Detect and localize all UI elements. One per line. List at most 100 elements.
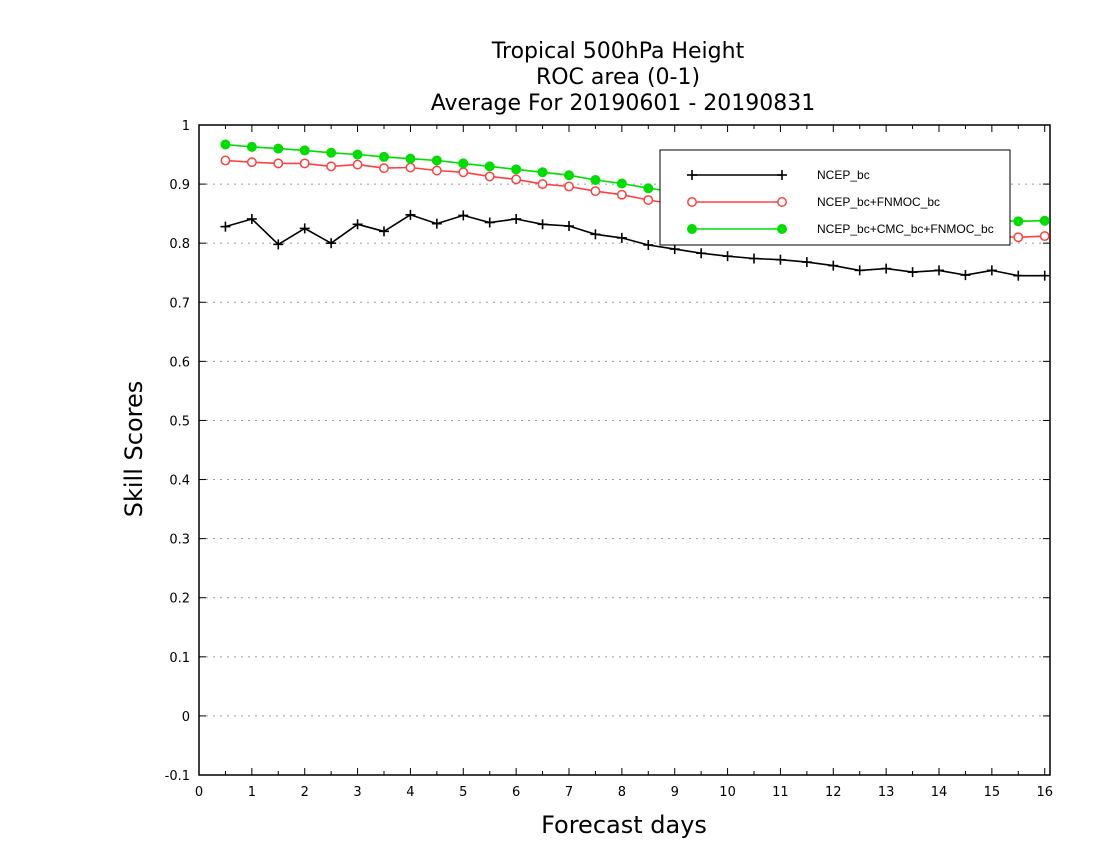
data-point: [511, 213, 522, 224]
data-point: [220, 139, 231, 150]
chart-title-line-2: ROC area (0-1): [536, 65, 700, 90]
legend-item-2: NCEP_bc+FNMOC_bc: [687, 195, 940, 209]
legend-label: NCEP_bc: [817, 168, 870, 182]
grid-lines: [199, 183, 1050, 717]
data-point: [458, 167, 469, 178]
data-point: [616, 232, 627, 243]
y-tick-label: 0.2: [169, 592, 190, 607]
data-point: [220, 155, 231, 166]
data-point: [299, 145, 310, 156]
y-tick-label: 0.8: [169, 237, 190, 252]
data-point: [511, 164, 522, 175]
series-1: [220, 209, 1050, 281]
y-tick-label: 0.7: [169, 296, 190, 311]
y-tick-label: 0.4: [169, 474, 190, 489]
plot-frame: [198, 124, 1051, 776]
y-tick-label: 0: [182, 710, 190, 725]
data-point: [273, 158, 284, 169]
data-point: [777, 170, 787, 180]
x-tick-label: 10: [719, 785, 736, 800]
data-point: [379, 226, 389, 237]
data-point: [960, 270, 971, 281]
x-tick-label: 15: [984, 785, 1001, 800]
data-point: [246, 157, 257, 168]
x-tick-label: 16: [1036, 785, 1053, 800]
y-tick-label: 0.1: [169, 651, 190, 666]
x-tick-label: 1: [248, 785, 256, 800]
x-tick-label: 2: [301, 785, 309, 800]
x-tick-label: 0: [195, 785, 203, 800]
data-point: [616, 178, 627, 189]
data-point: [907, 267, 918, 278]
data-point: [431, 155, 442, 166]
data-point: [405, 153, 416, 164]
y-axis-label: Skill Scores: [120, 381, 148, 518]
data-point: [246, 141, 257, 152]
y-tick-label: 0.9: [169, 178, 190, 193]
y-tick-label: 1: [182, 119, 190, 134]
x-tick-label: 11: [772, 785, 789, 800]
x-tick-label: 4: [406, 785, 414, 800]
x-tick-label: 6: [512, 785, 520, 800]
data-point: [696, 248, 707, 259]
data-point: [1013, 216, 1024, 227]
data-point: [405, 209, 416, 220]
data-point: [828, 260, 839, 271]
data-point: [326, 147, 337, 158]
data-point: [881, 263, 892, 274]
legend-item-3: NCEP_bc+CMC_bc+FNMOC_bc: [687, 222, 994, 236]
data-point: [352, 159, 363, 170]
data-point: [484, 171, 495, 182]
data-point: [801, 257, 812, 268]
data-point: [616, 189, 627, 200]
legend-label: NCEP_bc+FNMOC_bc: [817, 195, 940, 209]
data-point: [431, 165, 442, 176]
x-tick-label: 12: [825, 785, 842, 800]
axes: -0.100.10.20.30.40.50.60.70.80.910 1 2 3 4 5 6…: [165, 119, 1053, 800]
data-point: [1039, 231, 1050, 242]
data-point: [775, 254, 786, 265]
data-point: [777, 197, 787, 207]
data-point: [564, 170, 574, 181]
data-point: [220, 221, 231, 232]
data-point: [458, 158, 469, 169]
data-point: [537, 167, 548, 178]
data-point: [299, 158, 310, 169]
data-point: [986, 265, 997, 276]
data-point: [273, 239, 284, 250]
data-point: [643, 195, 654, 205]
x-tick-label: 7: [565, 785, 573, 800]
data-point: [299, 223, 310, 234]
x-tick-label: 8: [618, 785, 626, 800]
data-point: [590, 229, 601, 240]
data-point: [537, 219, 548, 230]
legend-item-1: NCEP_bc: [687, 168, 870, 182]
data-point: [934, 265, 944, 276]
legend: NCEP_bc NCEP_bc+FNMOC_bc NCEP_bc+CMC_bc+FN…: [659, 149, 1011, 246]
data-point: [687, 224, 697, 234]
x-tick-label: 14: [931, 785, 948, 800]
data-point: [352, 219, 363, 230]
x-tick-label: 3: [353, 785, 361, 800]
data-point: [326, 161, 337, 172]
x-tick-label: 9: [671, 785, 679, 800]
x-axis-label: Forecast days: [541, 811, 707, 839]
data-point: [687, 197, 697, 207]
data-point: [379, 163, 389, 174]
legend-label: NCEP_bc+CMC_bc+FNMOC_bc: [817, 222, 994, 236]
chart-title: Tropical 500hPa Height ROC area (0-1) Av…: [431, 39, 816, 116]
y-tick-label: -0.1: [165, 769, 190, 784]
data-point: [511, 174, 522, 185]
y-tick-label: 0.5: [169, 414, 190, 429]
data-point: [1013, 270, 1024, 281]
data-point: [326, 238, 337, 249]
data-point: [273, 143, 284, 154]
data-point: [722, 251, 733, 262]
data-point: [643, 183, 654, 194]
data-point: [1039, 270, 1050, 281]
data-point: [590, 174, 601, 185]
data-point: [246, 213, 257, 224]
data-point: [687, 170, 697, 180]
data-point: [431, 218, 442, 229]
